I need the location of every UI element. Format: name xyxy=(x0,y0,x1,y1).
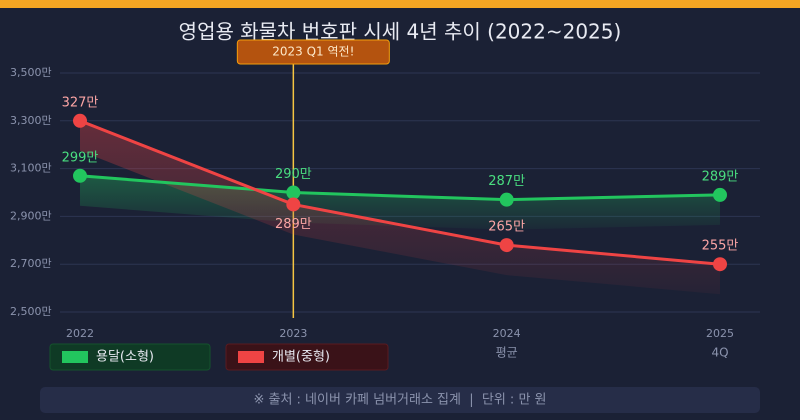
value-label: 287만 xyxy=(488,174,525,189)
y-tick-label: 3,300만 xyxy=(10,114,52,127)
value-label: 289만 xyxy=(702,169,739,184)
data-point xyxy=(499,238,514,253)
value-label: 265만 xyxy=(488,220,525,235)
y-tick-label: 3,500만 xyxy=(10,66,52,79)
y-tick-label: 2,700만 xyxy=(10,257,52,270)
footnote-box xyxy=(40,387,760,413)
footnote: ※ 출처 : 네이버 카페 넘버거래소 집계 | 단위 : 만 원 xyxy=(253,393,546,408)
top-bar xyxy=(0,0,800,8)
data-point xyxy=(73,113,87,128)
legend-swatch xyxy=(238,351,264,363)
data-point xyxy=(713,257,727,272)
value-label: 299만 xyxy=(62,150,99,165)
legend-box xyxy=(225,343,389,371)
y-tick-label: 3,100만 xyxy=(10,162,52,175)
data-point xyxy=(73,168,87,183)
legend-label: 용달(소형) xyxy=(96,350,154,365)
legend-swatch xyxy=(62,351,88,363)
x-tick-label: 2025 xyxy=(706,327,734,340)
value-label: 255만 xyxy=(702,239,739,254)
y-tick-label: 2,900만 xyxy=(10,209,52,222)
x-tick-label: 2024 xyxy=(493,327,521,340)
data-point xyxy=(499,192,514,207)
data-point xyxy=(713,187,727,202)
series-line xyxy=(79,119,721,266)
x-tick-label: 2023 xyxy=(279,327,307,340)
legend-box xyxy=(49,343,211,371)
y-tick-label: 2,500만 xyxy=(10,305,52,318)
x-tick-label: 2022 xyxy=(66,327,94,340)
value-label: 327만 xyxy=(62,95,99,110)
data-point xyxy=(286,197,301,212)
value-label: 289만 xyxy=(275,217,312,232)
value-label: 290만 xyxy=(275,167,312,182)
data-point xyxy=(286,185,301,200)
annotation-box xyxy=(236,39,390,65)
series-line xyxy=(79,174,721,202)
legend-label: 개별(중형) xyxy=(272,350,330,365)
annotation-text: 2023 Q1 역전! xyxy=(272,45,354,59)
x-tick-sublabel: 4Q xyxy=(711,346,728,360)
x-tick-sublabel: 평균 xyxy=(496,346,518,360)
